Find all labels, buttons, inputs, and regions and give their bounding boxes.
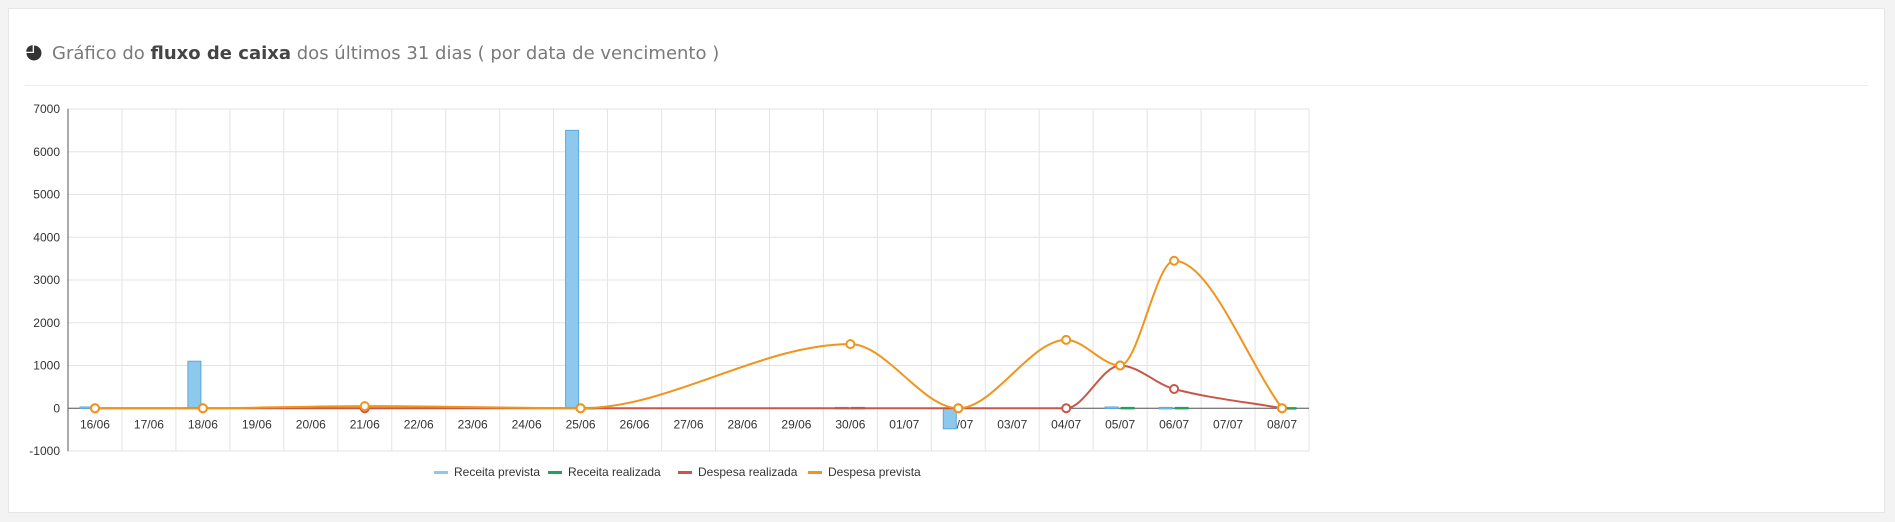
point-despesa-prevista: [1061, 334, 1072, 345]
bar-receita-realizada: [1120, 406, 1135, 410]
point-despesa-prevista: [89, 403, 100, 414]
legend-label-receita-prevista: Receita prevista: [454, 465, 540, 479]
line-despesa-prevista: [94, 259, 1283, 410]
point-despesa-prevista: [1169, 255, 1180, 266]
x-tick-label: 08/07: [1267, 417, 1297, 431]
x-tick-label: 21/06: [350, 417, 380, 431]
x-tick-label: 05/07: [1105, 417, 1135, 431]
x-tick-label: 30/06: [835, 417, 865, 431]
point-despesa-prevista: [953, 403, 964, 414]
x-tick-label: 07/07: [1213, 417, 1243, 431]
x-tick-label: 03/07: [997, 417, 1027, 431]
point-despesa-prevista: [1277, 403, 1288, 414]
bar-receita-prevista: [1104, 406, 1119, 409]
x-tick-label: 24/06: [512, 417, 542, 431]
point-despesa-prevista: [197, 403, 208, 414]
y-tick-label: 0: [53, 401, 60, 415]
title-prefix: Gráfico do: [52, 43, 151, 64]
x-tick-label: 22/06: [404, 417, 434, 431]
x-tick-label: 04/07: [1051, 417, 1081, 431]
x-tick-label: 26/06: [620, 417, 650, 431]
point-despesa-prevista: [359, 401, 370, 412]
point-despesa-prevista: [575, 403, 586, 414]
y-tick-label: -1000: [29, 444, 60, 458]
legend-swatch-receita-realizada: [548, 471, 562, 474]
x-tick-label: 16/06: [80, 417, 110, 431]
x-tick-label: 19/06: [242, 417, 272, 431]
x-tick-label: 20/06: [296, 417, 326, 431]
x-tick-label: 17/06: [134, 417, 164, 431]
legend-swatch-receita-prevista: [434, 471, 448, 474]
x-tick-label: 06/07: [1159, 417, 1189, 431]
point-despesa-prevista: [845, 339, 856, 350]
x-tick-label: 18/06: [188, 417, 218, 431]
y-tick-label: 6000: [33, 145, 60, 159]
x-tick-label: 27/06: [673, 417, 703, 431]
legend-label-receita-realizada: Receita realizada: [568, 465, 661, 479]
panel-title: Gráfico do fluxo de caixa dos últimos 31…: [52, 33, 719, 75]
pie-chart-icon: [26, 45, 42, 61]
y-tick-label: 4000: [33, 230, 60, 244]
y-tick-label: 7000: [33, 102, 60, 116]
y-tick-label: 3000: [33, 273, 60, 287]
legend-swatch-despesa-realizada: [678, 471, 692, 474]
bar-receita-realizada: [1174, 406, 1189, 410]
bar-receita-prevista: [942, 407, 957, 430]
point-despesa-realizada: [1061, 403, 1072, 414]
y-tick-label: 5000: [33, 188, 60, 202]
bar-receita-prevista: [565, 129, 580, 409]
title-bold: fluxo de caixa: [150, 43, 292, 64]
bar-receita-prevista: [1158, 406, 1173, 410]
x-tick-label: 29/06: [781, 417, 811, 431]
point-despesa-realizada: [1169, 384, 1180, 395]
legend-label-despesa-prevista: Despesa prevista: [828, 465, 921, 479]
x-tick-label: 01/07: [889, 417, 919, 431]
y-tick-label: 1000: [33, 359, 60, 373]
y-tick-label: 2000: [33, 316, 60, 330]
panel-header: Gráfico do fluxo de caixa dos últimos 31…: [25, 33, 1868, 86]
legend-swatch-despesa-prevista: [808, 471, 822, 474]
bar-receita-prevista: [187, 360, 202, 409]
legend-label-despesa-realizada: Despesa realizada: [698, 465, 798, 479]
title-suffix: dos últimos 31 dias ( por data de vencim…: [291, 43, 720, 64]
x-tick-label: 25/06: [566, 417, 596, 431]
point-despesa-prevista: [1115, 360, 1126, 371]
x-tick-label: 23/06: [458, 417, 488, 431]
x-tick-label: 28/06: [727, 417, 757, 431]
